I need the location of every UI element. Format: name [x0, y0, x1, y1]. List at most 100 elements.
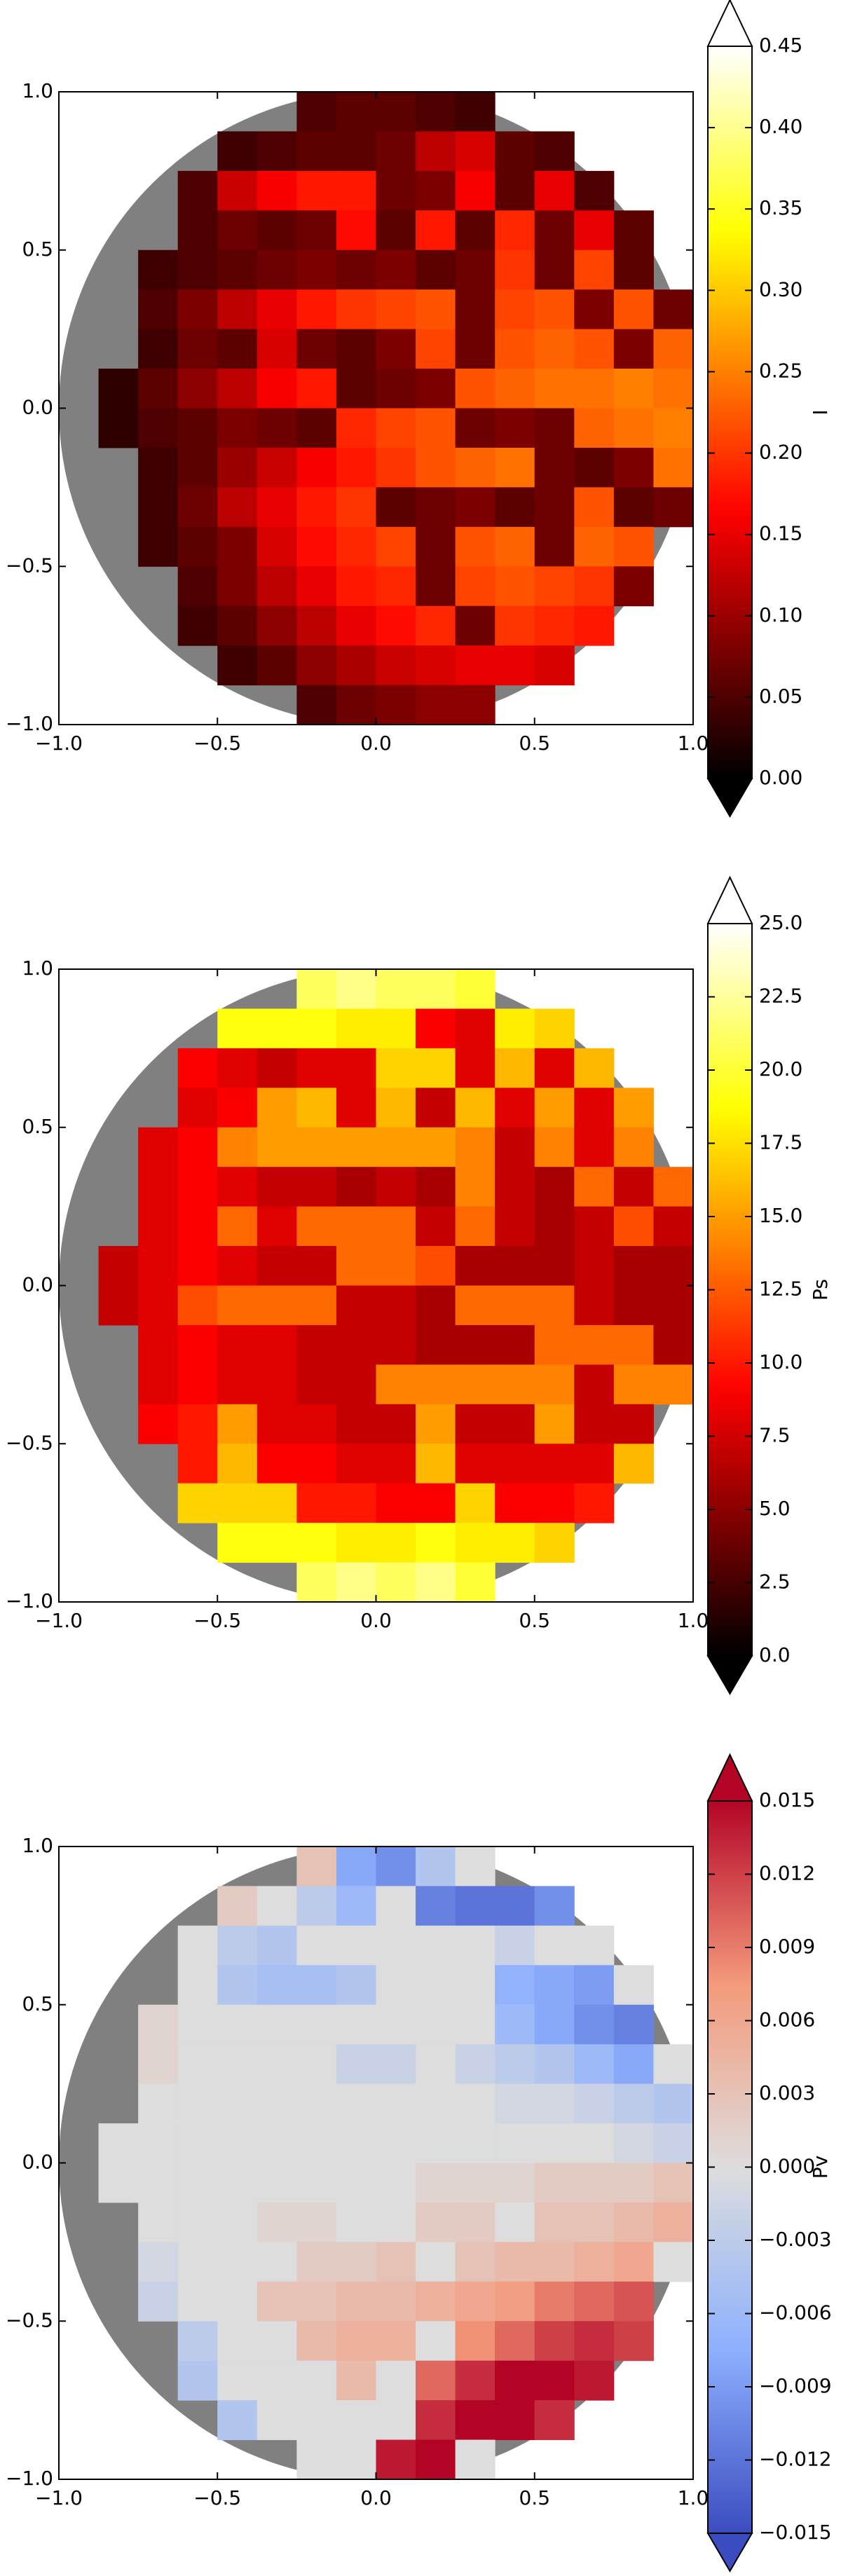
cell — [455, 2044, 495, 2085]
cell — [455, 2004, 495, 2045]
cell — [416, 1925, 456, 1966]
cell — [653, 1246, 694, 1286]
cell — [574, 408, 615, 448]
cell — [98, 2163, 139, 2203]
colorbar-tick-label: 0.15 — [759, 522, 802, 545]
cell — [613, 210, 654, 251]
cell — [455, 1088, 495, 1128]
cell — [376, 1088, 416, 1128]
cell — [217, 2044, 258, 2085]
cell — [574, 249, 615, 290]
cell — [376, 1285, 416, 1326]
cell — [416, 566, 456, 607]
cell — [416, 2202, 456, 2242]
cell — [217, 408, 258, 448]
cell — [534, 170, 575, 211]
x-tick-label: 1.0 — [678, 2486, 709, 2509]
cell — [574, 1444, 615, 1484]
x-tick-label: 0.0 — [360, 1609, 392, 1632]
cell — [376, 2242, 416, 2282]
cell — [534, 2044, 575, 2085]
cell — [416, 2321, 456, 2362]
cell — [257, 1444, 297, 1484]
cell — [653, 408, 694, 448]
cell — [296, 566, 337, 607]
cell — [336, 2242, 376, 2282]
cell — [177, 329, 218, 369]
cell — [495, 487, 535, 528]
cell — [296, 1127, 337, 1167]
cell — [336, 566, 376, 607]
cell — [336, 1364, 376, 1405]
cell — [138, 2083, 179, 2124]
cell — [296, 1847, 337, 1886]
cell — [613, 2202, 654, 2242]
cell — [138, 369, 179, 409]
cell — [416, 92, 456, 132]
cell — [336, 487, 376, 528]
cell — [376, 605, 416, 646]
cell — [177, 2242, 218, 2282]
cell — [376, 1048, 416, 1088]
cell — [336, 1886, 376, 1926]
cell — [534, 2202, 575, 2242]
cell — [613, 2083, 654, 2124]
cell — [653, 329, 694, 369]
cell — [257, 2242, 297, 2282]
colorbar-tick-label: 0.10 — [759, 603, 802, 626]
cell — [217, 2123, 258, 2163]
cell — [177, 369, 218, 409]
colorbar-tick-label: 0.45 — [759, 34, 802, 57]
cell — [574, 1206, 615, 1247]
cell — [177, 526, 218, 567]
cell — [495, 1925, 535, 1966]
cell — [217, 1965, 258, 2006]
y-tick-label: −0.5 — [6, 1431, 53, 1454]
cell — [495, 1127, 535, 1167]
cell — [376, 1206, 416, 1247]
cell — [534, 2083, 575, 2124]
cell — [177, 1483, 218, 1523]
cell — [495, 2321, 535, 2362]
cell — [455, 1847, 495, 1886]
cell — [177, 1324, 218, 1365]
cell — [416, 1523, 456, 1563]
colorbar-tick-label: 0.05 — [759, 685, 802, 708]
cell — [613, 2321, 654, 2362]
cell — [336, 2083, 376, 2124]
cell — [336, 1562, 376, 1603]
cell — [336, 1483, 376, 1523]
cell — [416, 526, 456, 567]
cell — [416, 645, 456, 686]
y-tick-label: 1.0 — [22, 79, 53, 102]
cell — [296, 2044, 337, 2085]
cell — [257, 329, 297, 369]
cell — [455, 1925, 495, 1966]
cell — [376, 2321, 416, 2362]
cell — [296, 1523, 337, 1563]
cell — [177, 2123, 218, 2163]
colorbar-extension — [706, 1655, 753, 1695]
cell — [257, 2281, 297, 2322]
cell — [336, 131, 376, 172]
cell — [613, 2242, 654, 2282]
cell — [257, 2044, 297, 2085]
x-tick-label: 0.5 — [519, 732, 550, 755]
cell — [495, 1285, 535, 1326]
cell — [177, 249, 218, 290]
cell — [257, 1246, 297, 1286]
cell — [416, 1246, 456, 1286]
cell — [613, 566, 654, 607]
cell — [217, 1444, 258, 1484]
cell — [495, 1886, 535, 1926]
cell — [217, 1008, 258, 1049]
cell — [455, 1246, 495, 1286]
cell — [217, 2004, 258, 2045]
cell — [495, 605, 535, 646]
cell — [416, 1167, 456, 1207]
cell — [257, 2083, 297, 2124]
cell — [217, 369, 258, 409]
x-tick-label: −1.0 — [35, 732, 83, 755]
cell — [495, 408, 535, 448]
cell — [257, 2360, 297, 2401]
